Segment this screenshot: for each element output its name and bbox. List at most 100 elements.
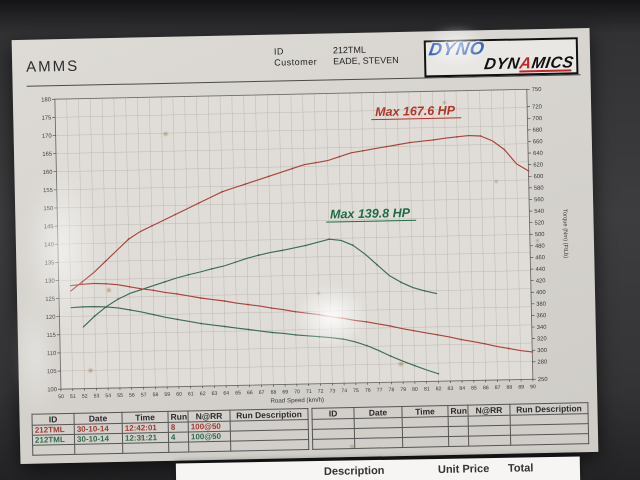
invoice-col-total: Total [507, 462, 534, 475]
svg-text:56: 56 [129, 393, 135, 399]
svg-text:70: 70 [294, 389, 300, 395]
svg-text:540: 540 [534, 209, 544, 215]
svg-text:80: 80 [412, 387, 418, 393]
run-table-left: ID Date Time Run N@RR Run Description 212TML 30… [31, 407, 310, 456]
invoice-col-description: Description [323, 464, 385, 478]
svg-text:110: 110 [47, 351, 56, 357]
logo-word-dyno: DYNO [427, 38, 487, 60]
svg-text:700: 700 [532, 116, 542, 122]
stain [535, 239, 539, 243]
invoice-col-unit-price: Unit Price [437, 463, 490, 476]
svg-text:165: 165 [42, 152, 52, 158]
svg-text:61: 61 [188, 391, 194, 397]
svg-text:720: 720 [532, 104, 542, 110]
svg-text:300: 300 [537, 348, 547, 354]
id-label: ID [273, 46, 285, 57]
svg-text:400: 400 [536, 290, 546, 296]
svg-text:140: 140 [44, 242, 54, 248]
svg-text:82: 82 [436, 386, 442, 392]
svg-text:660: 660 [533, 139, 543, 145]
svg-text:67: 67 [259, 390, 265, 396]
svg-text:50: 50 [58, 394, 64, 400]
svg-text:69: 69 [282, 389, 288, 395]
svg-text:57: 57 [141, 392, 147, 398]
chart-annotations: Max 167.6 HP Max 139.8 HP [326, 103, 462, 223]
svg-text:62: 62 [200, 391, 206, 397]
stain [316, 291, 321, 295]
stain [350, 445, 355, 449]
svg-text:135: 135 [45, 260, 55, 266]
right-axis-title: Torque (Nm) (FtLb) [561, 209, 568, 258]
svg-text:90: 90 [530, 384, 536, 390]
x-axis-title: Road Speed (km/h) [270, 397, 324, 405]
run-id-block: ID 212TML Customer EADE, STEVEN [274, 44, 399, 68]
svg-text:380: 380 [536, 302, 546, 308]
svg-text:155: 155 [43, 188, 53, 194]
stain [494, 179, 498, 184]
svg-text:580: 580 [534, 186, 544, 192]
svg-text:86: 86 [483, 385, 489, 391]
svg-text:125: 125 [45, 297, 55, 303]
svg-text:460: 460 [535, 255, 545, 261]
svg-text:150: 150 [43, 206, 53, 212]
svg-text:600: 600 [534, 174, 544, 180]
svg-text:680: 680 [533, 128, 543, 134]
svg-text:66: 66 [247, 390, 253, 396]
svg-text:480: 480 [535, 244, 545, 250]
svg-text:145: 145 [44, 224, 54, 230]
company-name: AMMS [26, 57, 80, 76]
svg-text:78: 78 [388, 387, 394, 393]
stain [139, 435, 143, 439]
svg-text:120: 120 [46, 315, 56, 321]
svg-text:53: 53 [94, 393, 100, 399]
svg-text:440: 440 [535, 267, 545, 273]
stain [106, 288, 111, 293]
svg-text:360: 360 [536, 313, 546, 319]
svg-text:105: 105 [47, 369, 57, 375]
svg-text:170: 170 [42, 134, 52, 140]
customer-value: EADE, STEVEN [333, 54, 399, 67]
svg-text:100: 100 [47, 387, 57, 393]
svg-text:83: 83 [447, 386, 453, 392]
svg-text:180: 180 [41, 97, 51, 103]
svg-text:54: 54 [105, 393, 111, 399]
svg-text:420: 420 [536, 278, 546, 284]
svg-text:250: 250 [538, 377, 548, 383]
svg-text:520: 520 [535, 220, 545, 226]
svg-text:640: 640 [533, 151, 543, 157]
svg-text:60: 60 [176, 392, 182, 398]
svg-text:175: 175 [42, 115, 52, 121]
svg-text:750: 750 [532, 87, 542, 93]
svg-text:51: 51 [70, 394, 76, 400]
id-value: 212TML [332, 44, 367, 56]
svg-text:500: 500 [535, 232, 545, 238]
curve [70, 306, 439, 375]
svg-text:64: 64 [223, 391, 229, 397]
invoice-sheet: Description Unit Price Total [175, 456, 581, 480]
svg-text:63: 63 [212, 391, 218, 397]
svg-text:73: 73 [329, 388, 335, 394]
svg-text:59: 59 [164, 392, 170, 398]
svg-text:81: 81 [424, 386, 430, 392]
svg-text:72: 72 [318, 389, 324, 395]
dyno-dynamics-logo: DYNO DYNAMICS [423, 37, 579, 78]
svg-text:160: 160 [43, 170, 53, 176]
svg-text:89: 89 [518, 384, 524, 390]
svg-text:620: 620 [533, 162, 543, 168]
svg-text:85: 85 [471, 385, 477, 391]
dyno-chart: 100 105 110 115 120 125 130 135 140 145 150 155 160 1… [41, 87, 568, 405]
svg-text:71: 71 [306, 389, 312, 395]
chart-area: 100 105 110 115 120 125 130 135 140 145 150 155 160 1… [25, 78, 586, 417]
stain [163, 131, 168, 136]
svg-text:340: 340 [537, 325, 547, 331]
svg-text:58: 58 [153, 392, 159, 398]
svg-text:115: 115 [47, 333, 56, 339]
stain [442, 101, 447, 105]
svg-text:55: 55 [117, 393, 123, 399]
svg-text:68: 68 [271, 390, 277, 396]
customer-label: Customer [274, 56, 318, 68]
svg-text:75: 75 [353, 388, 359, 394]
dyno-sheet: AMMS ID 212TML Customer EADE, STEVEN DYN… [10, 24, 599, 465]
svg-text:560: 560 [534, 197, 544, 203]
